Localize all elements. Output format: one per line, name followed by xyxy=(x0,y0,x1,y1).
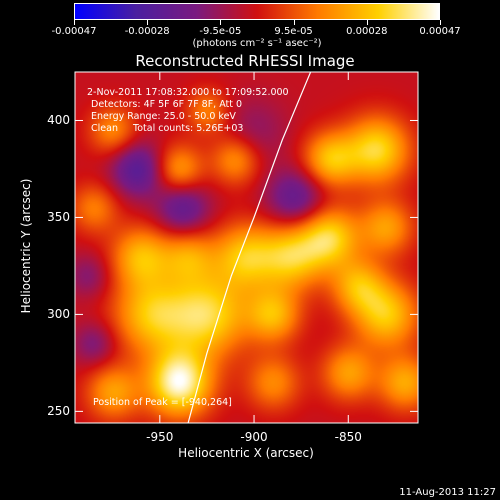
x-tick-label: -900 xyxy=(240,430,268,444)
colorbar-unit-label: (photons cm⁻² s⁻¹ asec⁻²) xyxy=(192,38,322,49)
plot-border xyxy=(74,71,419,424)
y-tick-label: 400 xyxy=(47,113,70,128)
colorbar-tick-label: -0.00028 xyxy=(124,26,170,37)
y-tick-label: 300 xyxy=(47,307,70,322)
y-tick-label: 250 xyxy=(47,404,70,419)
colorbar-tick-mark xyxy=(293,20,295,25)
colorbar-tick-label: 0.00047 xyxy=(419,26,461,37)
colorbar-tick-label: 9.5e-05 xyxy=(274,26,313,37)
plot-area: 2-Nov-2011 17:08:32.000 to 17:09:52.000 … xyxy=(75,72,418,423)
colorbar xyxy=(74,3,440,20)
footer-date: 11-Aug-2013 11:27 xyxy=(399,487,496,498)
colorbar-tick-mark xyxy=(440,20,441,25)
colorbar-tick-mark xyxy=(74,20,75,25)
colorbar-tick-mark xyxy=(366,20,368,25)
chart-title: Reconstructed RHESSI Image xyxy=(135,52,355,70)
colorbar-tick-label: -0.00047 xyxy=(51,26,97,37)
annotation-detectors: Detectors: 4F 5F 6F 7F 8F, Att 0 xyxy=(91,99,243,110)
colorbar-tick-label: -9.5e-05 xyxy=(199,26,242,37)
x-tick-label: -950 xyxy=(146,430,174,444)
annotation-energy: Energy Range: 25.0 - 50.0 keV xyxy=(91,111,236,122)
solar-limb-line xyxy=(187,72,312,423)
x-tick-label: -850 xyxy=(334,430,362,444)
colorbar-tick-label: 0.00028 xyxy=(346,26,388,37)
annotation-clean: Clean Total counts: 5.26E+03 xyxy=(91,123,244,134)
plot-overlay xyxy=(187,72,312,423)
colorbar-tick-mark xyxy=(147,20,149,25)
annotation-time: 2-Nov-2011 17:08:32.000 to 17:09:52.000 xyxy=(87,87,289,98)
y-tick-label: 350 xyxy=(47,210,70,225)
y-axis-label: Heliocentric Y (arcsec) xyxy=(19,178,33,314)
x-axis-label: Heliocentric X (arcsec) xyxy=(178,446,314,460)
colorbar-tick-mark xyxy=(220,20,222,25)
annotation-peak: Position of Peak = [-940,264] xyxy=(93,397,232,408)
heatmap-image xyxy=(75,72,418,423)
